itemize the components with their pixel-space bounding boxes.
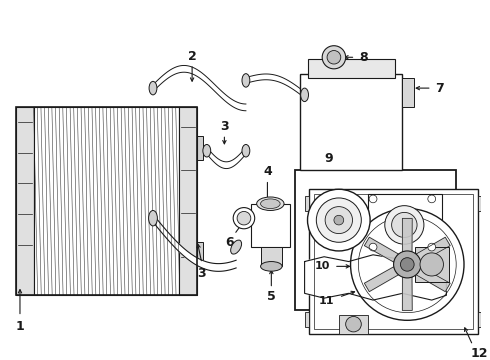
Text: 12: 12: [471, 347, 489, 360]
Bar: [195, 242, 203, 266]
Text: 10: 10: [315, 261, 330, 271]
Circle shape: [308, 189, 370, 251]
Bar: [16, 107, 197, 295]
Circle shape: [428, 243, 436, 251]
Bar: [368, 194, 441, 257]
Bar: [308, 59, 394, 78]
Ellipse shape: [242, 74, 250, 87]
Bar: [295, 170, 456, 310]
Polygon shape: [365, 237, 398, 262]
Circle shape: [327, 50, 341, 64]
Bar: [339, 315, 368, 334]
Bar: [402, 78, 414, 107]
Bar: [310, 189, 478, 334]
Polygon shape: [402, 277, 412, 310]
Ellipse shape: [149, 81, 157, 95]
Text: 1: 1: [16, 320, 24, 333]
Text: 11: 11: [318, 296, 334, 306]
Ellipse shape: [385, 206, 424, 244]
Circle shape: [350, 208, 464, 320]
Circle shape: [393, 251, 421, 278]
Ellipse shape: [257, 197, 284, 211]
Text: 8: 8: [359, 51, 368, 64]
Bar: [415, 247, 449, 282]
Circle shape: [369, 243, 377, 251]
Circle shape: [334, 215, 343, 225]
Text: 3: 3: [197, 267, 206, 280]
Circle shape: [345, 316, 361, 332]
Text: 7: 7: [435, 82, 444, 95]
Bar: [478, 196, 483, 211]
Circle shape: [400, 258, 414, 271]
Polygon shape: [365, 267, 398, 292]
Ellipse shape: [261, 199, 280, 208]
Text: 4: 4: [263, 166, 272, 179]
Polygon shape: [416, 237, 450, 262]
Bar: [315, 194, 473, 329]
Ellipse shape: [392, 212, 417, 238]
Bar: [305, 196, 310, 211]
Circle shape: [317, 198, 361, 242]
Circle shape: [237, 211, 251, 225]
Polygon shape: [305, 255, 446, 300]
Bar: [179, 107, 197, 295]
Bar: [195, 136, 203, 160]
Ellipse shape: [261, 262, 282, 271]
Ellipse shape: [301, 88, 309, 102]
Bar: [478, 312, 483, 327]
Circle shape: [325, 207, 352, 234]
Polygon shape: [416, 267, 450, 292]
Bar: [261, 247, 282, 266]
Circle shape: [420, 253, 443, 276]
Circle shape: [428, 195, 436, 203]
Bar: [251, 204, 290, 247]
Ellipse shape: [242, 144, 250, 157]
Text: 2: 2: [188, 50, 196, 63]
Polygon shape: [402, 219, 412, 252]
Ellipse shape: [231, 240, 242, 254]
Ellipse shape: [203, 144, 211, 157]
Text: 5: 5: [267, 290, 276, 303]
Bar: [34, 107, 179, 295]
Text: 6: 6: [225, 236, 234, 249]
Bar: [305, 312, 310, 327]
Bar: [300, 74, 402, 170]
Circle shape: [233, 208, 255, 229]
Bar: [16, 107, 34, 295]
Circle shape: [369, 195, 377, 203]
Text: 9: 9: [325, 152, 333, 165]
Circle shape: [322, 46, 345, 69]
Text: 3: 3: [220, 120, 229, 133]
Ellipse shape: [148, 211, 157, 226]
